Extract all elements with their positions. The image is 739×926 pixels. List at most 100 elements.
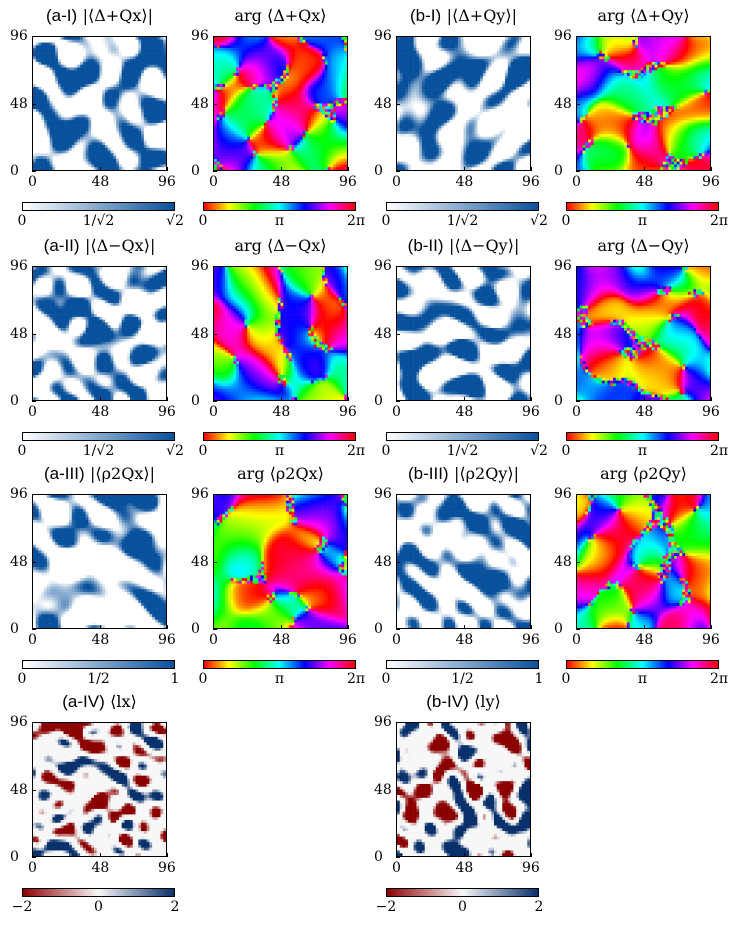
x-tick-label: 0 xyxy=(28,861,37,875)
y-tick-label: 0 xyxy=(554,164,563,178)
panel-quantity: |⟨Δ+Qx⟩| xyxy=(83,6,153,25)
y-tick-mark xyxy=(576,171,580,172)
y-tick-mark xyxy=(213,36,217,37)
heatmap-image xyxy=(214,495,347,628)
y-tick-mark xyxy=(396,401,400,402)
colorbar-tick-label: 0 xyxy=(18,672,27,686)
y-tick-mark xyxy=(396,333,400,335)
x-tick-label: 96 xyxy=(339,175,357,189)
x-tick-mark xyxy=(280,625,282,629)
colorbar-tick-label: 0 xyxy=(562,214,571,228)
x-tick-mark xyxy=(643,625,645,629)
y-tick-label: 48 xyxy=(10,783,28,797)
y-tick-mark xyxy=(213,266,217,267)
y-tick-mark xyxy=(213,629,217,630)
y-tick-label: 96 xyxy=(374,715,392,729)
y-tick-label: 96 xyxy=(191,487,209,501)
colorbar-tick-label: π xyxy=(275,214,284,228)
panel-quantity: arg ⟨ρ2Qx⟩ xyxy=(237,464,324,483)
panel-quantity: arg ⟨Δ−Qy⟩ xyxy=(597,236,689,255)
heatmap-plot xyxy=(396,36,531,171)
x-tick-label: 96 xyxy=(339,405,357,419)
y-tick-mark xyxy=(396,266,400,267)
panel-title: (b-II) |⟨Δ−Qy⟩| xyxy=(408,236,520,256)
y-tick-mark xyxy=(32,722,36,723)
colorbar xyxy=(566,432,719,441)
x-tick-label: 48 xyxy=(273,175,291,189)
panel-label: (b-I) xyxy=(410,6,441,25)
colorbar-tick-label: 2 xyxy=(171,900,180,914)
y-tick-label: 48 xyxy=(191,555,209,569)
x-tick-mark xyxy=(396,625,397,629)
colorbar-tick-label: 2π xyxy=(347,214,365,228)
heatmap-plot xyxy=(396,494,531,629)
y-tick-label: 0 xyxy=(10,622,19,636)
x-tick-label: 0 xyxy=(572,633,581,647)
x-tick-mark xyxy=(99,625,101,629)
colorbar-tick-label: 1/2 xyxy=(87,672,110,686)
y-tick-mark xyxy=(576,401,580,402)
panel-quantity: arg ⟨Δ+Qy⟩ xyxy=(597,6,689,25)
heatmap-plot xyxy=(396,722,531,857)
colorbar-tick-label: 0 xyxy=(382,672,391,686)
colorbar-tick-label: 0 xyxy=(199,444,208,458)
panel-title: (b-III) |⟨ρ2Qy⟩| xyxy=(408,464,519,484)
colorbar-tick-label: 0 xyxy=(199,214,208,228)
colorbar-tick-label: 1 xyxy=(171,672,180,686)
heatmap-image xyxy=(33,37,166,170)
x-tick-mark xyxy=(396,167,397,171)
panel-quantity: |⟨ρ2Qy⟩| xyxy=(454,464,519,483)
y-tick-label: 48 xyxy=(374,327,392,341)
panel-title: (a-I) |⟨Δ+Qx⟩| xyxy=(46,6,153,26)
y-tick-mark xyxy=(213,494,217,495)
x-tick-label: 96 xyxy=(522,405,540,419)
x-tick-mark xyxy=(531,853,532,857)
colorbar-tick-label: 0 xyxy=(562,672,571,686)
panel-quantity: |⟨ρ2Qx⟩| xyxy=(90,464,155,483)
x-tick-mark xyxy=(280,397,282,401)
x-tick-mark xyxy=(531,397,532,401)
colorbar-tick-label: 1 xyxy=(535,672,544,686)
x-tick-label: 0 xyxy=(392,633,401,647)
y-tick-mark xyxy=(213,401,217,402)
x-tick-label: 48 xyxy=(456,633,474,647)
x-tick-mark xyxy=(213,625,214,629)
panel-quantity: arg ⟨Δ+Qx⟩ xyxy=(234,6,326,25)
y-tick-mark xyxy=(576,103,580,105)
panel-label: (a-IV) xyxy=(62,692,105,711)
panel-title: (b-I) |⟨Δ+Qy⟩| xyxy=(410,6,517,26)
x-tick-label: 48 xyxy=(273,405,291,419)
y-tick-label: 96 xyxy=(554,29,572,43)
panel-label: (b-III) xyxy=(408,464,449,483)
panel-title: arg ⟨Δ−Qy⟩ xyxy=(597,236,689,256)
colorbar-tick-label: 1/√2 xyxy=(447,214,478,228)
heatmap-plot xyxy=(32,494,167,629)
y-tick-label: 48 xyxy=(554,97,572,111)
y-tick-mark xyxy=(396,171,400,172)
heatmap-image xyxy=(577,267,710,400)
heatmap-image xyxy=(397,495,530,628)
x-tick-mark xyxy=(576,625,577,629)
y-tick-mark xyxy=(32,857,36,858)
y-tick-mark xyxy=(32,333,36,335)
panel-title: (a-II) |⟨Δ−Qx⟩| xyxy=(44,236,156,256)
x-tick-label: 0 xyxy=(28,405,37,419)
panel-label: (a-I) xyxy=(46,6,77,25)
y-tick-label: 0 xyxy=(10,394,19,408)
x-tick-mark xyxy=(463,397,465,401)
colorbar-tick-label: 2π xyxy=(710,672,728,686)
x-tick-mark xyxy=(167,167,168,171)
colorbar-tick-label: 0 xyxy=(382,214,391,228)
y-tick-label: 48 xyxy=(374,783,392,797)
x-tick-mark xyxy=(280,167,282,171)
y-tick-label: 96 xyxy=(10,259,28,273)
y-tick-label: 48 xyxy=(191,97,209,111)
x-tick-label: 0 xyxy=(392,405,401,419)
x-tick-mark xyxy=(213,167,214,171)
y-tick-label: 48 xyxy=(554,555,572,569)
x-tick-label: 0 xyxy=(209,405,218,419)
x-tick-mark xyxy=(167,625,168,629)
x-tick-mark xyxy=(167,397,168,401)
y-tick-mark xyxy=(32,561,36,563)
x-tick-mark xyxy=(32,625,33,629)
